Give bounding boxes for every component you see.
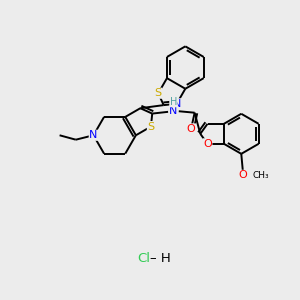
Text: S: S bbox=[155, 88, 162, 98]
Text: O: O bbox=[203, 139, 212, 149]
Text: – H: – H bbox=[150, 252, 171, 266]
Text: N: N bbox=[169, 106, 178, 116]
Text: CH₃: CH₃ bbox=[252, 171, 269, 180]
Text: O: O bbox=[238, 170, 247, 180]
Text: H: H bbox=[170, 97, 177, 107]
Text: N: N bbox=[172, 99, 181, 109]
Text: S: S bbox=[147, 122, 155, 132]
Text: N: N bbox=[89, 130, 98, 140]
Text: O: O bbox=[187, 124, 196, 134]
Text: Cl: Cl bbox=[138, 252, 151, 266]
